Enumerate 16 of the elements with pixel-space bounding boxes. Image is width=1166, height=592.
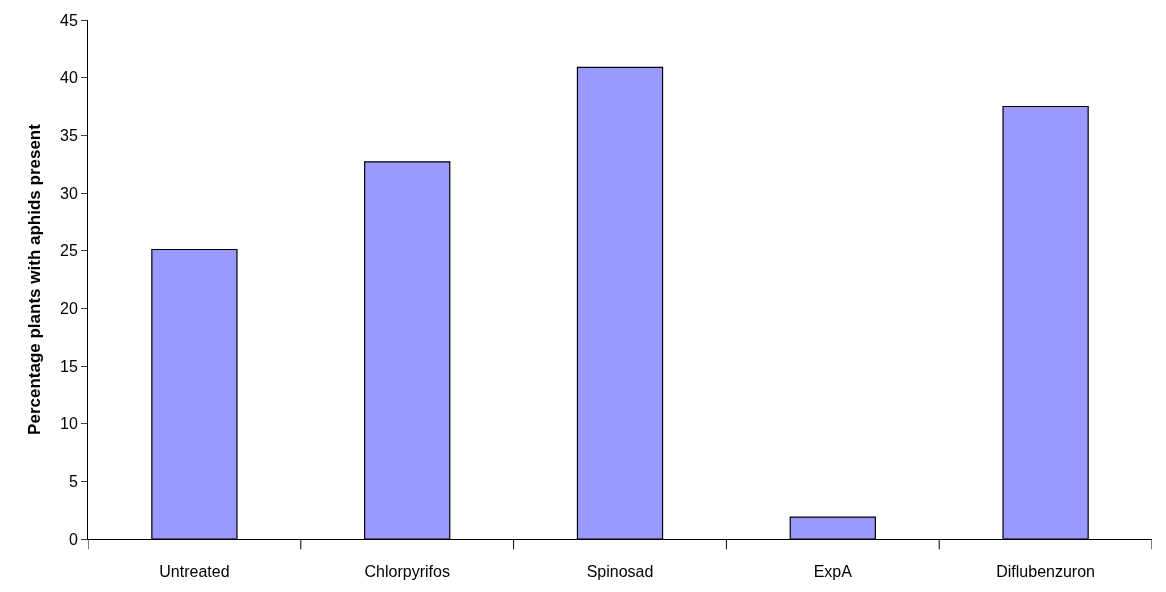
y-tick-label: 25 xyxy=(60,242,78,260)
y-tick-label: 35 xyxy=(60,126,78,144)
y-tick-label: 15 xyxy=(60,357,78,375)
y-axis-title: Percentage plants with aphids present xyxy=(24,123,44,435)
x-tick-label: Chlorpyrifos xyxy=(364,563,450,581)
x-tick-label: ExpA xyxy=(813,563,853,581)
y-tick-label: 45 xyxy=(60,11,78,29)
y-tick-label: 0 xyxy=(68,530,78,548)
y-tick-label: 40 xyxy=(60,69,78,87)
x-tick-label: Diflubenzuron xyxy=(996,563,1095,581)
y-tick-label: 5 xyxy=(68,472,78,490)
y-tick-label: 20 xyxy=(60,299,78,317)
x-tick-label: Untreated xyxy=(159,563,230,581)
y-tick-label: 10 xyxy=(60,415,78,433)
x-tick-label: Spinosad xyxy=(586,563,654,581)
y-tick-label: 30 xyxy=(60,184,78,202)
